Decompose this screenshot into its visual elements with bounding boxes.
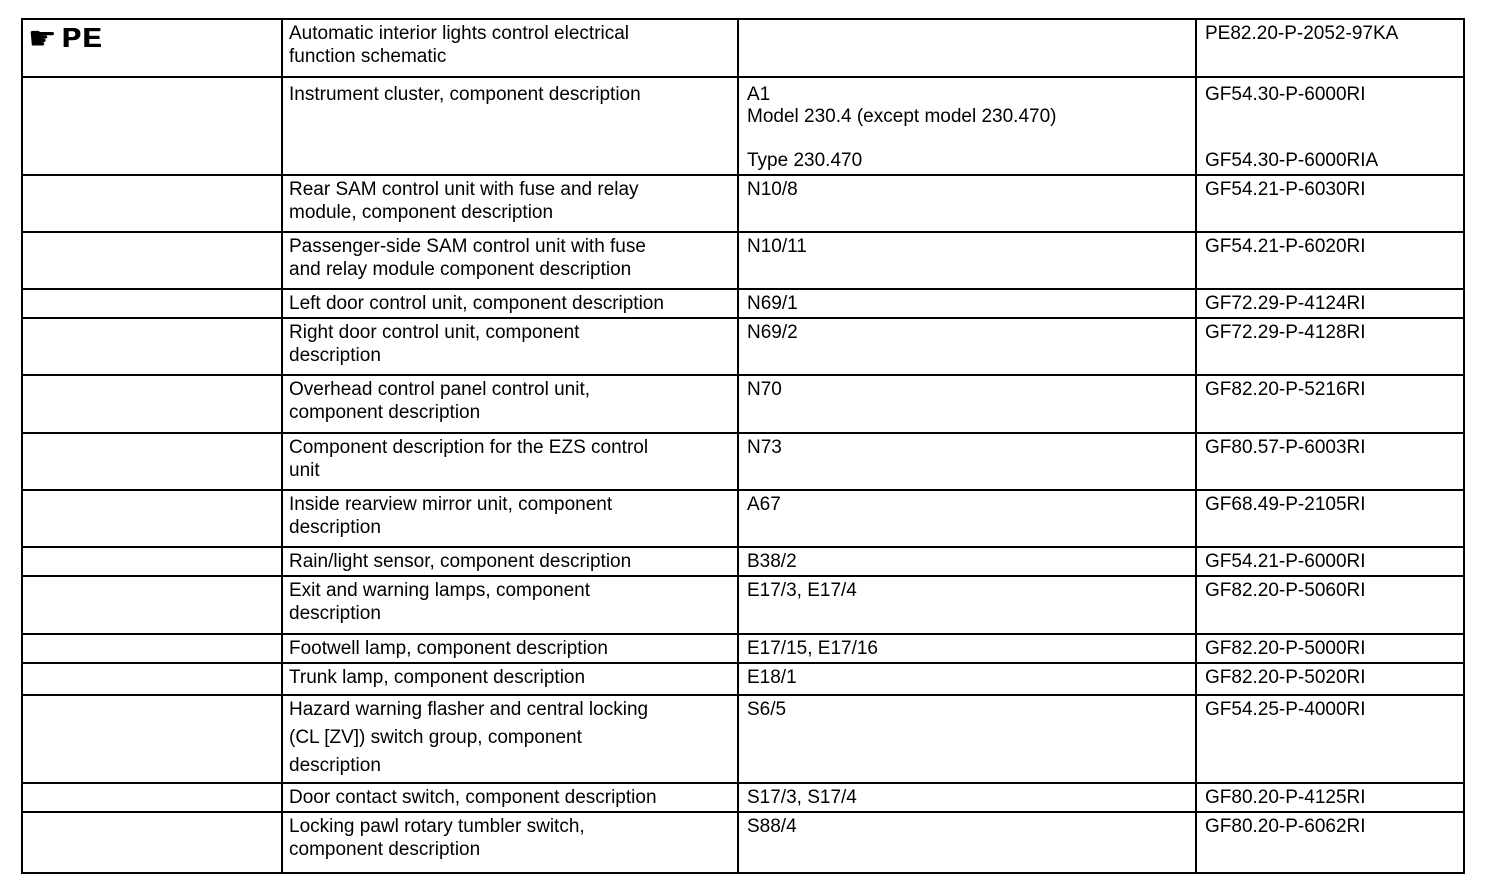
empty-cell [21,231,283,290]
document-code-cell[interactable]: GF54.21-P-6030RI [1195,174,1465,233]
table-row: Right door control unit, component descr… [21,317,1465,376]
table-row: Inside rearview mirror unit, component d… [21,489,1465,548]
component-code-cell [737,18,1197,78]
empty-cell [21,662,283,696]
table-row: Component description for the EZS contro… [21,432,1465,491]
table-row: Rain/light sensor, component description… [21,546,1465,577]
document-code-cell[interactable]: GF72.29-P-4124RI [1195,288,1465,319]
component-code-cell: E18/1 [737,662,1197,696]
description-cell: Hazard warning flasher and central locki… [281,694,739,784]
description-cell: Left door control unit, component descri… [281,288,739,319]
empty-cell [21,633,283,664]
description-cell: Footwell lamp, component description [281,633,739,664]
table-row: Door contact switch, component descripti… [21,782,1465,813]
empty-cell [21,782,283,813]
table-row: Exit and warning lamps, component descri… [21,575,1465,635]
table-row: Trunk lamp, component description E18/1 GF… [21,662,1465,696]
table-row: Passenger-side SAM control unit with fus… [21,231,1465,290]
empty-cell [21,575,283,635]
component-code-cell: S6/5 [737,694,1197,784]
component-code-cell: N10/11 [737,231,1197,290]
empty-cell [21,288,283,319]
description-cell: Door contact switch, component descripti… [281,782,739,813]
table-row: Instrument cluster, component descriptio… [21,76,1465,176]
component-code-cell: A67 [737,489,1197,548]
table-row: Overhead control panel control unit, com… [21,374,1465,434]
component-code-cell: S88/4 [737,811,1197,874]
component-code-cell: E17/3, E17/4 [737,575,1197,635]
description-cell: Overhead control panel control unit, com… [281,374,739,434]
empty-cell [21,317,283,376]
table-row: Hazard warning flasher and central locki… [21,694,1465,784]
document-code-cell[interactable]: GF82.20-P-5216RI [1195,374,1465,434]
pe-link-cell[interactable]: ☛ PE [21,18,283,78]
description-cell: Rain/light sensor, component description [281,546,739,577]
document-code-cell[interactable]: PE82.20-P-2052-97KA [1195,18,1465,78]
empty-cell [21,432,283,491]
component-code-cell: N69/2 [737,317,1197,376]
empty-cell [21,489,283,548]
empty-cell [21,76,283,176]
description-cell: Automatic interior lights control electr… [281,18,739,78]
component-code-cell: N73 [737,432,1197,491]
document-code-cell[interactable]: GF54.21-P-6020RI [1195,231,1465,290]
description-cell: Component description for the EZS contro… [281,432,739,491]
document-code-cell[interactable]: GF80.57-P-6003RI [1195,432,1465,491]
empty-cell [21,694,283,784]
document-code-cell[interactable]: GF82.20-P-5060RI [1195,575,1465,635]
empty-cell [21,811,283,874]
document-code-cell[interactable]: GF54.30-P-6000RI GF54.30-P-6000RIA [1195,76,1465,176]
component-code-cell: N10/8 [737,174,1197,233]
description-cell: Right door control unit, component descr… [281,317,739,376]
component-document-table: ☛ PE Automatic interior lights control ele… [21,18,1465,874]
description-cell: Inside rearview mirror unit, component d… [281,489,739,548]
pointing-hand-icon: ☛ [28,20,57,56]
document-code-cell[interactable]: GF80.20-P-6062RI [1195,811,1465,874]
table-body: ☛ PE Automatic interior lights control ele… [21,18,1465,874]
description-cell: Trunk lamp, component description [281,662,739,696]
empty-cell [21,546,283,577]
description-cell: Locking pawl rotary tumbler switch, comp… [281,811,739,874]
description-cell: Instrument cluster, component descriptio… [281,76,739,176]
document-code-cell[interactable]: GF54.25-P-4000RI [1195,694,1465,784]
table-row: Rear SAM control unit with fuse and rela… [21,174,1465,233]
empty-cell [21,174,283,233]
table-row: Left door control unit, component descri… [21,288,1465,319]
component-code-cell: N70 [737,374,1197,434]
document-code-cell[interactable]: GF82.20-P-5000RI [1195,633,1465,664]
description-cell: Rear SAM control unit with fuse and rela… [281,174,739,233]
description-cell: Exit and warning lamps, component descri… [281,575,739,635]
document-code-cell[interactable]: GF82.20-P-5020RI [1195,662,1465,696]
component-code-cell: A1 Model 230.4 (except model 230.470) Ty… [737,76,1197,176]
description-cell: Passenger-side SAM control unit with fus… [281,231,739,290]
document-code-cell[interactable]: GF80.20-P-4125RI [1195,782,1465,813]
document-code-cell[interactable]: GF68.49-P-2105RI [1195,489,1465,548]
pe-link-label: PE [61,22,104,53]
document-code-cell[interactable]: GF72.29-P-4128RI [1195,317,1465,376]
table-row: Locking pawl rotary tumbler switch, comp… [21,811,1465,874]
component-code-cell: N69/1 [737,288,1197,319]
document-code-cell[interactable]: GF54.21-P-6000RI [1195,546,1465,577]
component-code-cell: S17/3, S17/4 [737,782,1197,813]
component-code-cell: E17/15, E17/16 [737,633,1197,664]
empty-cell [21,374,283,434]
component-code-cell: B38/2 [737,546,1197,577]
table-row: ☛ PE Automatic interior lights control ele… [21,18,1465,78]
table-row: Footwell lamp, component description E17/… [21,633,1465,664]
